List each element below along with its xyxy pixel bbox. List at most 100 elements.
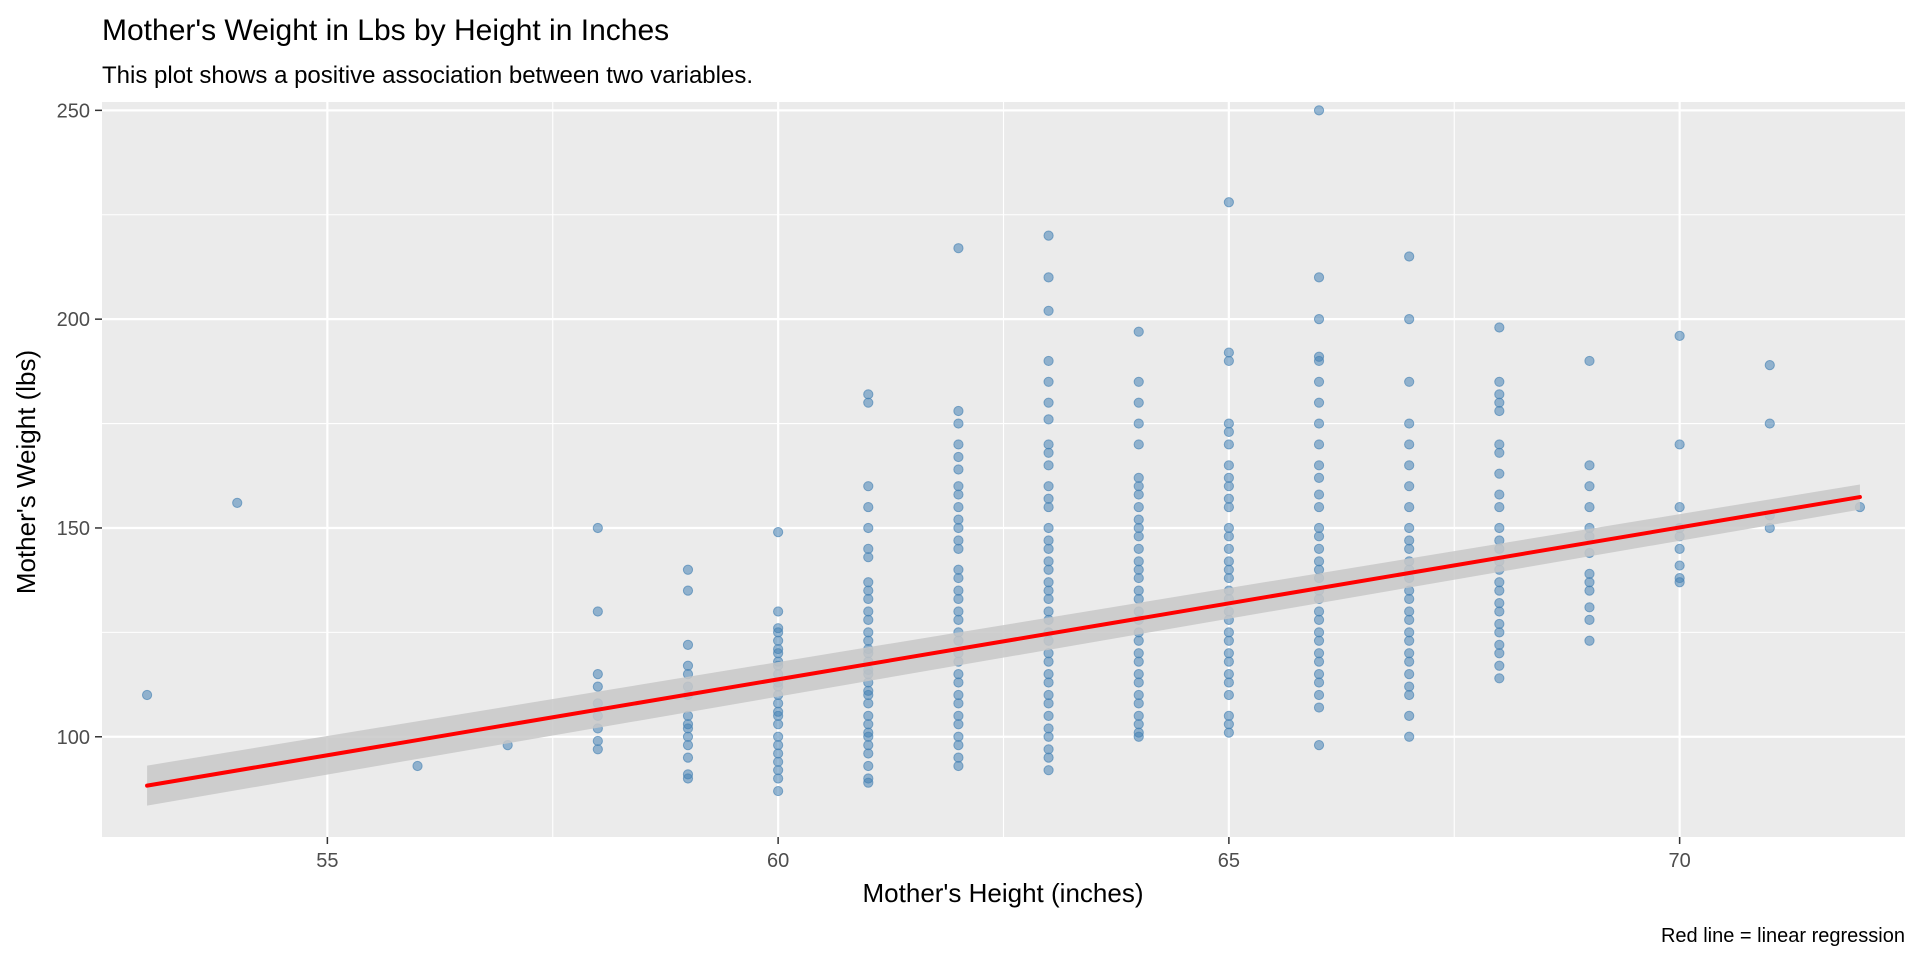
data-point: [1494, 598, 1505, 609]
data-point: [1494, 627, 1505, 638]
data-point: [953, 418, 964, 429]
data-point: [863, 635, 874, 646]
data-point: [1133, 635, 1144, 646]
data-point: [1043, 656, 1054, 667]
data-point: [1674, 577, 1685, 588]
data-point: [1494, 489, 1505, 500]
data-point: [1133, 719, 1144, 730]
data-point: [1313, 489, 1325, 500]
chart-title: Mother's Weight in Lbs by Height in Inch…: [102, 14, 669, 47]
data-point: [1223, 677, 1234, 688]
data-point: [773, 773, 784, 784]
data-point: [1223, 439, 1234, 450]
data-point: [863, 481, 874, 492]
data-point: [1494, 397, 1505, 408]
data-point: [682, 773, 694, 784]
data-point: [1133, 648, 1144, 659]
data-point: [1494, 522, 1505, 534]
data-point: [1313, 648, 1325, 659]
y-tick-label: 150: [57, 518, 90, 540]
data-point: [953, 677, 964, 688]
data-point: [1043, 493, 1054, 504]
data-point: [1674, 560, 1685, 571]
data-point: [1313, 376, 1325, 387]
data-point: [1043, 585, 1054, 596]
data-point: [1133, 677, 1144, 688]
data-point: [953, 585, 964, 596]
data-point: [1313, 501, 1325, 513]
data-point: [953, 689, 964, 701]
data-point: [1313, 522, 1325, 534]
data-point: [1584, 635, 1595, 646]
data-point: [232, 497, 243, 509]
data-point: [682, 740, 694, 751]
data-point: [1043, 606, 1054, 617]
data-point: [1404, 669, 1415, 680]
data-point: [953, 501, 964, 513]
data-point: [682, 660, 694, 671]
data-point: [1133, 556, 1144, 567]
data-point: [1313, 677, 1325, 688]
data-point: [773, 719, 784, 730]
data-point: [1404, 522, 1415, 534]
data-point: [1223, 522, 1234, 534]
data-point: [1133, 656, 1144, 667]
data-point: [773, 756, 784, 767]
data-point: [592, 669, 603, 680]
data-point: [1494, 405, 1505, 417]
data-point: [1313, 635, 1325, 646]
data-point: [592, 735, 603, 747]
data-point: [1313, 740, 1325, 751]
data-point: [1133, 472, 1144, 483]
data-point: [1584, 501, 1595, 513]
data-point: [1223, 564, 1234, 575]
data-point: [1494, 660, 1505, 671]
data-point: [953, 698, 964, 709]
data-point: [863, 593, 874, 605]
data-point: [1494, 501, 1505, 513]
data-point: [953, 752, 964, 763]
data-point: [1313, 606, 1325, 617]
data-point: [1133, 489, 1144, 500]
data-point: [1494, 447, 1505, 458]
data-point: [1043, 230, 1054, 241]
data-point: [953, 614, 964, 625]
data-point: [1223, 531, 1234, 542]
data-point: [1133, 710, 1144, 721]
data-point: [863, 389, 874, 400]
data-point: [1133, 543, 1144, 554]
data-point: [1133, 698, 1144, 709]
data-point: [953, 464, 964, 475]
data-point: [1223, 627, 1234, 638]
data-point: [1223, 347, 1234, 358]
data-point: [953, 572, 964, 584]
data-point: [773, 627, 784, 638]
data-point: [863, 777, 874, 788]
data-point: [863, 614, 874, 625]
data-point: [1313, 397, 1325, 408]
data-point: [1043, 593, 1054, 605]
data-point: [773, 698, 784, 709]
data-point: [1043, 447, 1054, 458]
data-point: [1404, 689, 1415, 701]
data-point: [863, 698, 874, 709]
data-point: [953, 535, 964, 546]
y-tick-label: 200: [57, 309, 90, 331]
data-point: [1494, 618, 1505, 630]
data-point: [1313, 472, 1325, 483]
data-point: [953, 606, 964, 617]
data-point: [773, 740, 784, 751]
data-point: [953, 564, 964, 575]
y-axis-title: Mother's Weight (lbs): [11, 350, 41, 594]
data-point: [1494, 389, 1505, 400]
data-point: [1404, 251, 1415, 262]
data-point: [1584, 577, 1595, 588]
data-point: [1043, 677, 1054, 688]
x-tick-label: 55: [316, 850, 338, 872]
data-point: [1584, 355, 1595, 367]
data-point: [1494, 376, 1505, 387]
data-point: [863, 606, 874, 617]
data-point: [1133, 326, 1144, 337]
